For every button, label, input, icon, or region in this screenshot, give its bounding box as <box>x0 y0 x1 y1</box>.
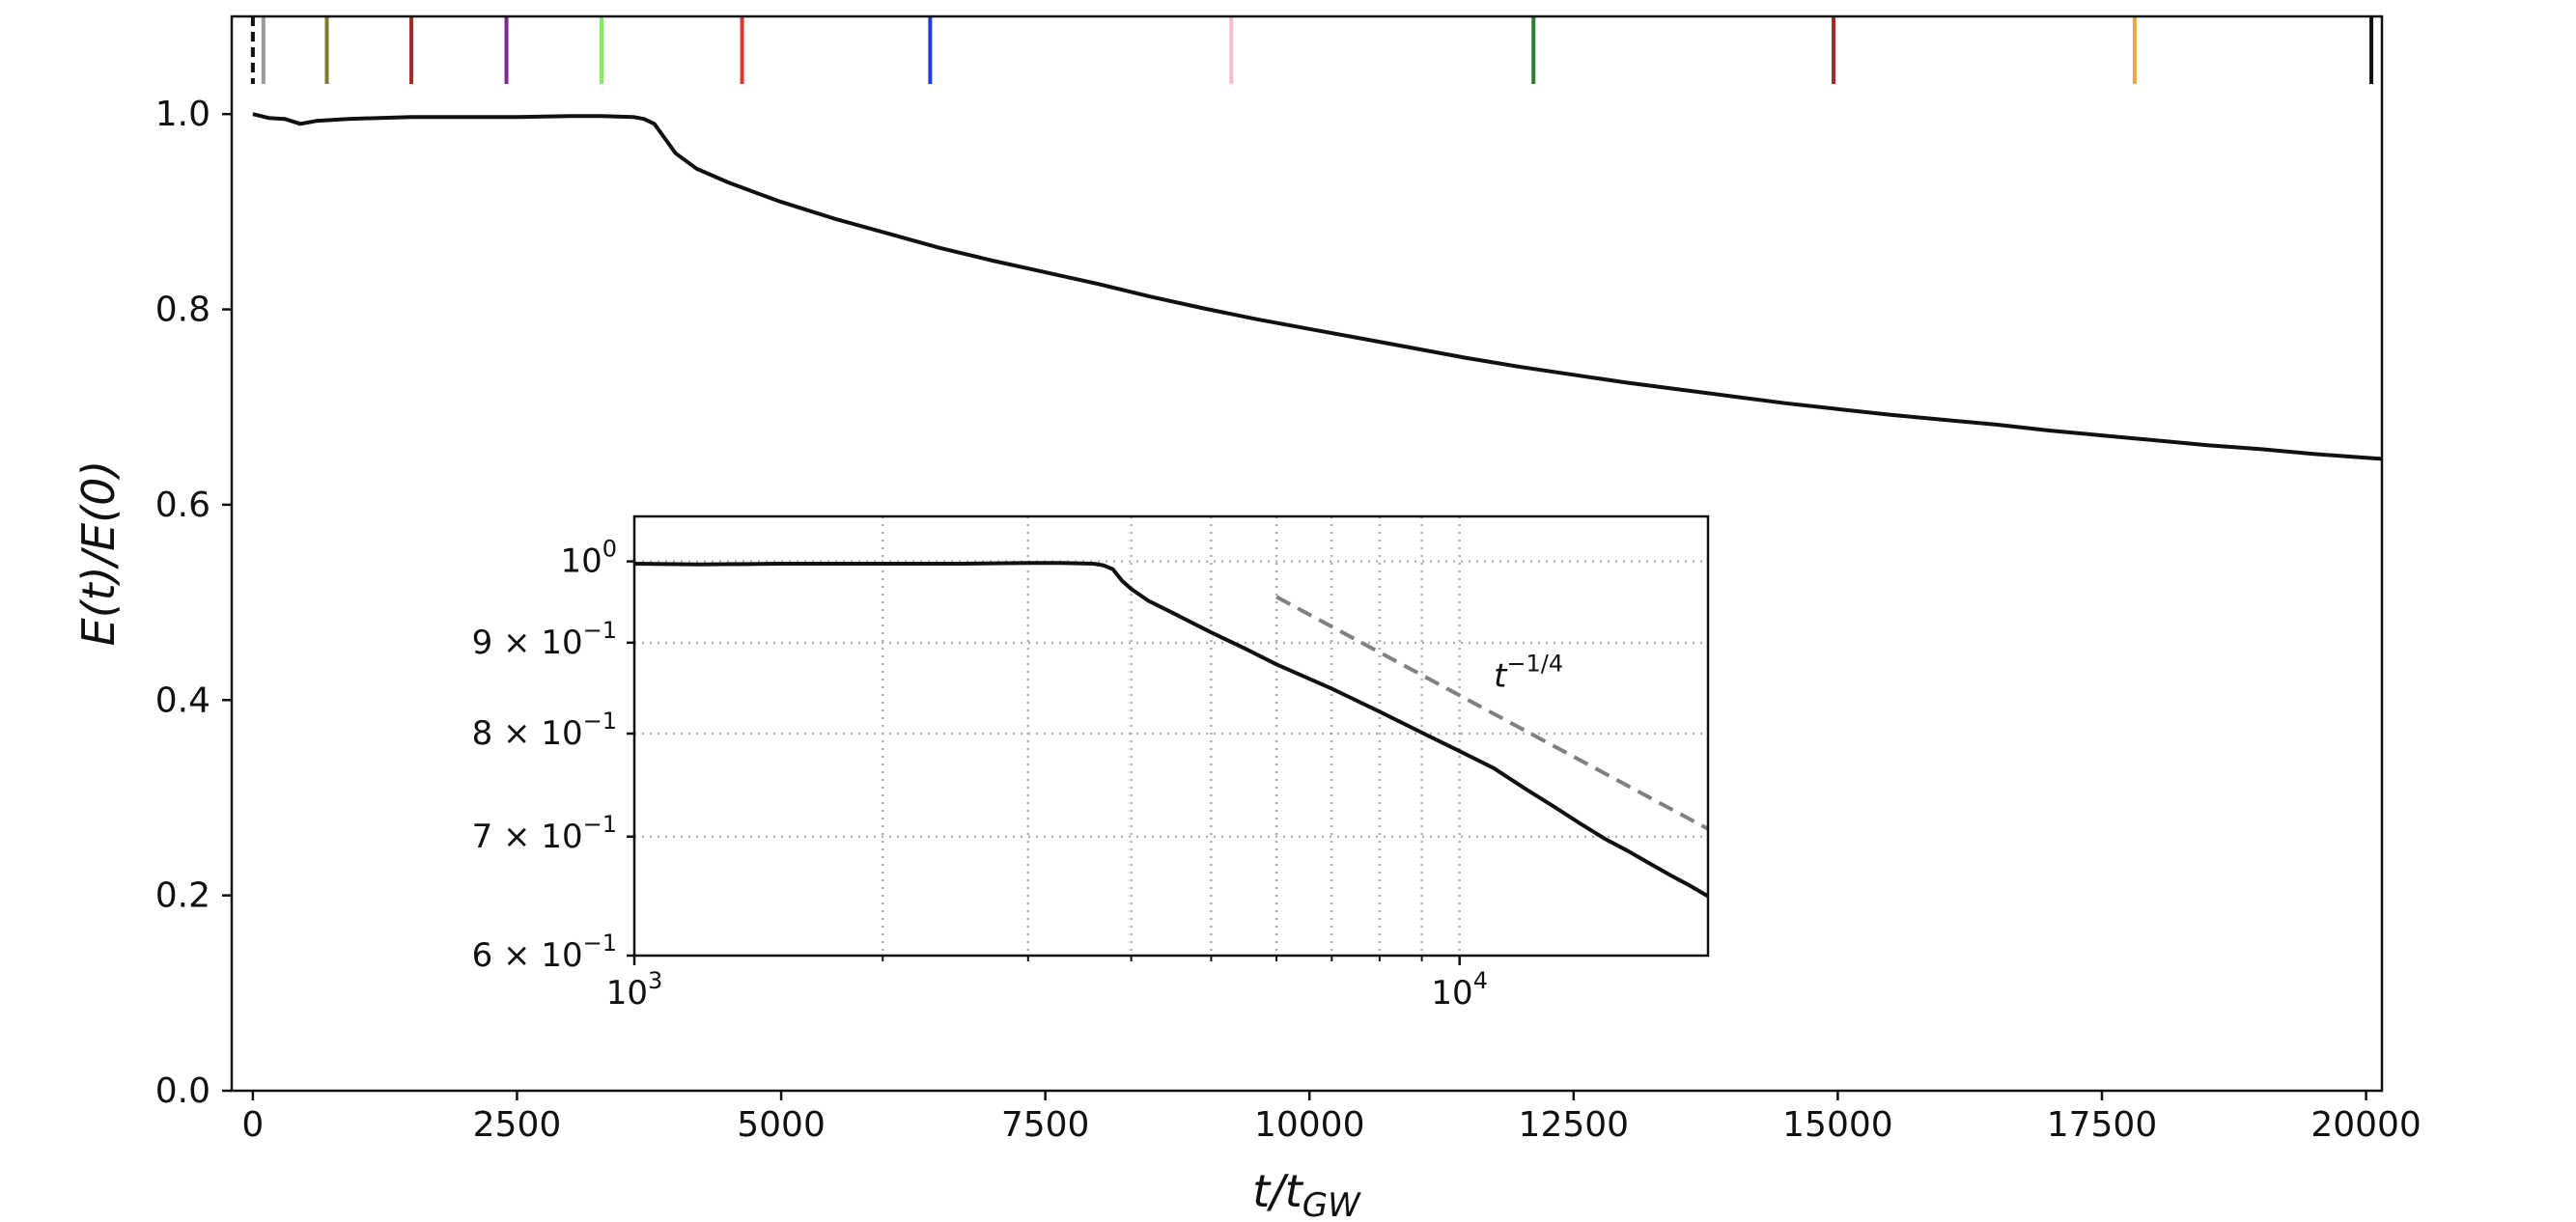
main-x-ticks: 0 2500 5000 7500 10000 12500 15000 17500 20000 <box>241 1091 2422 1145</box>
y-tick-label: 0.2 <box>155 876 210 916</box>
inset-x-tick-label: 104 <box>1431 967 1488 1013</box>
inset-y-tick-label: 9 × 10−1 <box>472 617 617 662</box>
inset-plot-frame <box>632 514 1710 958</box>
power-law-annotation-exponent: −1/4 <box>1506 651 1563 678</box>
inset-x-tick-label-exponent: 4 <box>1473 967 1488 994</box>
inset-series-layer <box>633 561 1710 899</box>
x-axis-title-base: t/t <box>1252 1165 1304 1217</box>
inset-x-tick-label-base: 10 <box>1431 974 1472 1013</box>
main-plot-frame <box>230 14 2384 1093</box>
inset-y-tick-label: 7 × 10−1 <box>472 811 617 856</box>
inset-x-tick-label-base: 10 <box>606 974 648 1013</box>
inset-y-tick-label-exponent: −1 <box>583 930 617 957</box>
y-tick-label: 0.8 <box>155 291 210 330</box>
y-tick-label: 0.4 <box>155 680 210 720</box>
inset-y-tick-label-base: 8 × 10 <box>472 714 583 753</box>
inset-y-tick-label-exponent: −1 <box>583 708 617 735</box>
inset-y-tick-label-base: 9 × 10 <box>472 624 583 662</box>
x-tick-label: 12500 <box>1519 1105 1630 1145</box>
inset-y-tick-label: 100 <box>560 536 617 581</box>
inset-y-tick-label-base: 7 × 10 <box>472 818 583 856</box>
inset-y-tick-label-exponent: 0 <box>602 536 617 563</box>
inset-x-tick-label-exponent: 3 <box>648 967 662 994</box>
x-tick-label: 7500 <box>1001 1105 1090 1145</box>
power-law-annotation: t−1/4 <box>1494 651 1563 696</box>
x-tick-label: 17500 <box>2047 1105 2158 1145</box>
inset-x-ticks: 103 104 <box>606 956 1488 1013</box>
inset-energy-line <box>633 561 1710 899</box>
inset-y-tick-label: 6 × 10−1 <box>472 930 617 975</box>
x-tick-label: 5000 <box>737 1105 826 1145</box>
x-tick-label: 2500 <box>473 1105 562 1145</box>
x-axis-title-subscript: GW <box>1302 1186 1361 1222</box>
y-axis-title: E(t)/E(0) <box>72 460 125 647</box>
main-series-layer <box>252 112 2383 461</box>
main-time-markers <box>250 16 2374 84</box>
y-tick-label: 0.6 <box>155 486 210 525</box>
inset-y-tick-label-base: 6 × 10 <box>472 936 583 975</box>
inset-x-tick-label: 103 <box>606 967 663 1013</box>
main-y-ticks: 0.0 0.2 0.4 0.6 0.8 1.0 <box>155 95 232 1111</box>
x-tick-label: 10000 <box>1254 1105 1365 1145</box>
inset-y-tick-label-exponent: −1 <box>583 811 617 838</box>
inset-y-tick-label: 8 × 10−1 <box>472 708 617 753</box>
power-law-annotation-base: t <box>1494 657 1508 696</box>
inset-power-law-reference-line <box>1275 595 1709 831</box>
x-axis-title: t/tGW <box>1252 1165 1361 1222</box>
inset-y-tick-label-exponent: −1 <box>583 617 617 644</box>
x-tick-label: 0 <box>241 1105 264 1145</box>
y-tick-label: 0.0 <box>155 1071 210 1111</box>
y-tick-label: 1.0 <box>155 95 210 134</box>
x-tick-label: 20000 <box>2310 1105 2422 1145</box>
main-series-line <box>252 112 2383 461</box>
inset-y-tick-label-base: 10 <box>560 542 602 581</box>
x-tick-label: 15000 <box>1782 1105 1893 1145</box>
inset-background <box>634 516 1708 956</box>
